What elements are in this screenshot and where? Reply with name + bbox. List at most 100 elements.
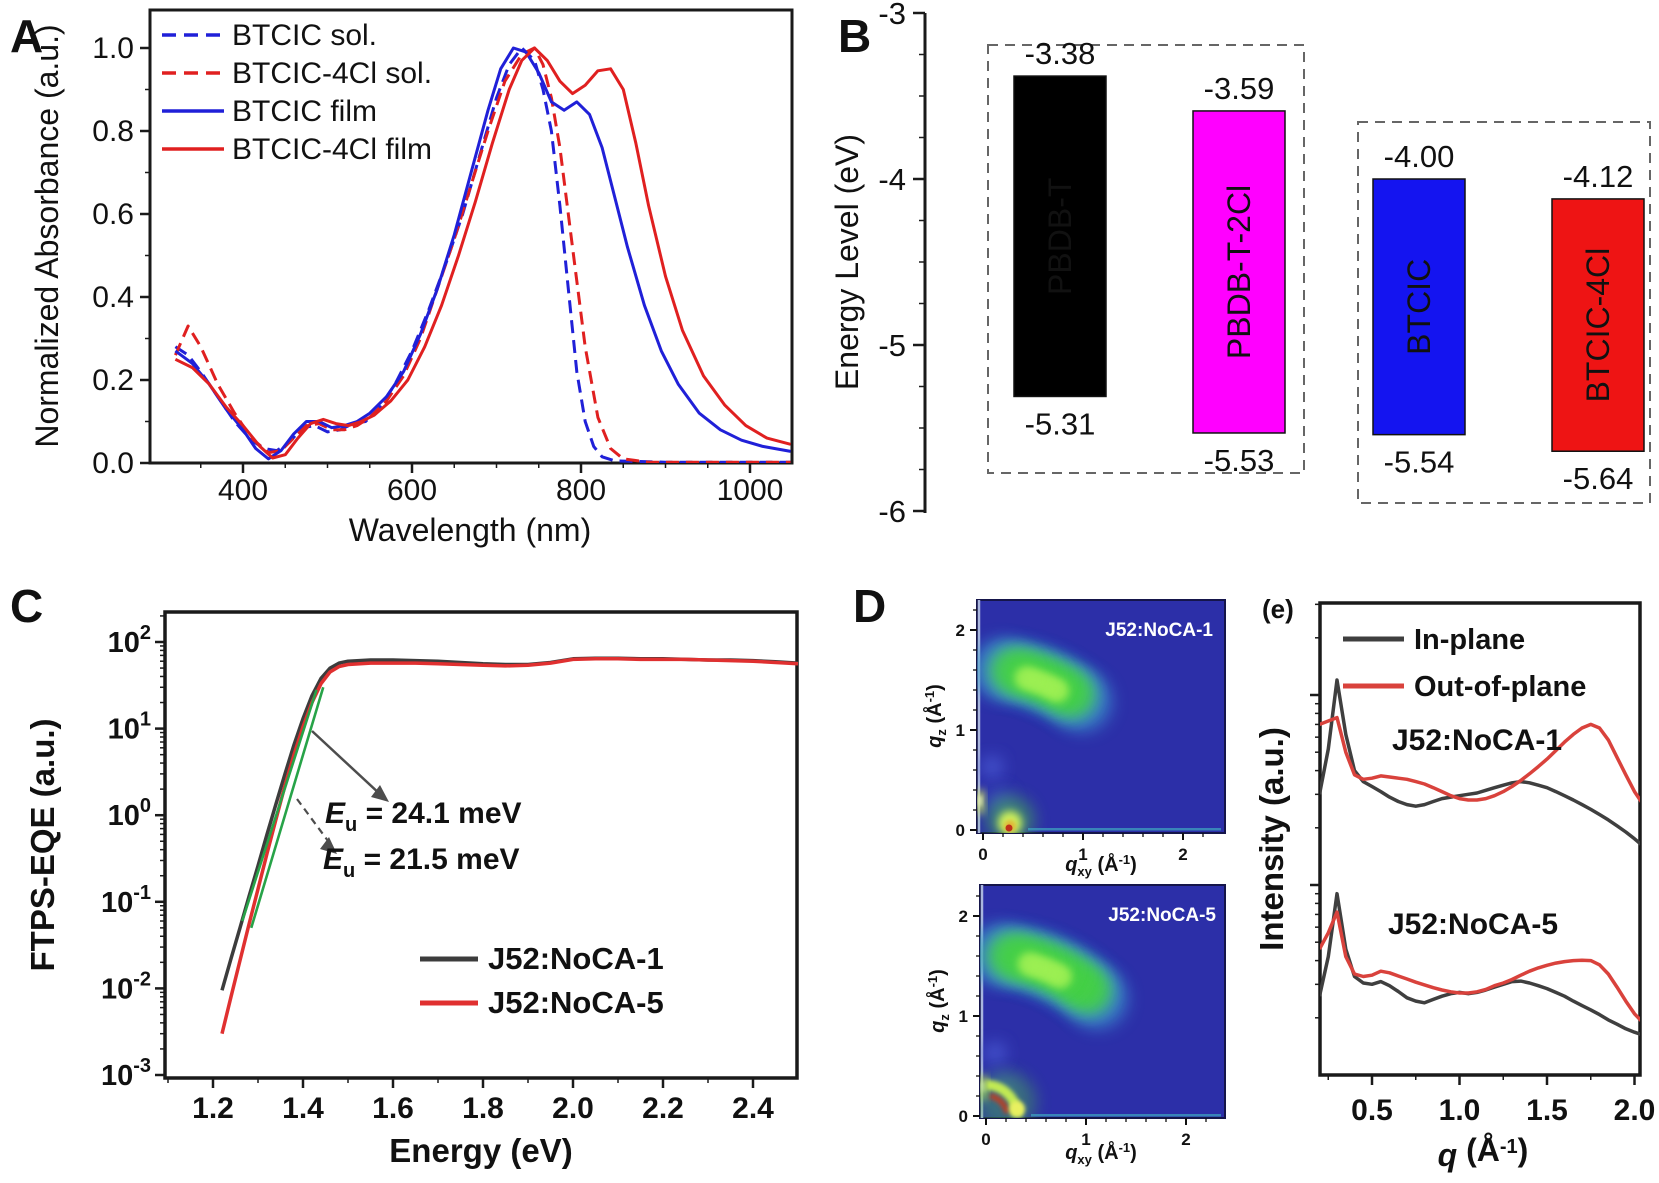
y-tick-label: 2 bbox=[956, 621, 965, 640]
energy-bar-name: BTCIC-4Cl bbox=[1580, 248, 1616, 403]
x-tick-label: 600 bbox=[387, 474, 437, 507]
lumo-value-label: -4.00 bbox=[1384, 139, 1455, 174]
y-tick-label: -6 bbox=[878, 494, 906, 529]
panel-a: A Normalized Absorbance (a.u.) Wavelengt… bbox=[10, 8, 794, 548]
y-tick-label: 0 bbox=[959, 1107, 968, 1126]
annotation-arrow-solid bbox=[311, 730, 383, 797]
legend-label: Out-of-plane bbox=[1414, 671, 1586, 703]
homo-value-label: -5.54 bbox=[1384, 445, 1455, 480]
y-tick-label: 10-3 bbox=[101, 1055, 151, 1092]
energy-bar-name: BTCIC bbox=[1401, 259, 1437, 355]
legend-label: In-plane bbox=[1414, 624, 1525, 656]
x-tick-label: 2.0 bbox=[552, 1092, 594, 1125]
x-tick-label: 0.5 bbox=[1351, 1094, 1393, 1127]
heatmap-features bbox=[980, 885, 1221, 1118]
y-tick-label: -3 bbox=[878, 0, 906, 31]
giwaxs-map-noca5-y-axis-title: qz (Å-1) bbox=[925, 969, 952, 1033]
legend-label: J52:NoCA-5 bbox=[488, 985, 664, 1020]
panel-e-group-title-noca1: J52:NoCA-1 bbox=[1392, 724, 1562, 757]
material-group-box-1 bbox=[1357, 121, 1651, 504]
y-tick-label: 0.2 bbox=[92, 364, 134, 397]
y-tick-label: 1.0 bbox=[92, 32, 134, 65]
y-tick-label: 2 bbox=[959, 907, 968, 926]
x-tick-label: 2.2 bbox=[642, 1092, 684, 1125]
absorbance-curve-2 bbox=[174, 46, 791, 461]
annotation-value: = 24.1 meV bbox=[357, 797, 521, 830]
energy-bar-name: PBDB-T bbox=[1042, 178, 1078, 295]
diffuse-spot bbox=[984, 1042, 1006, 1064]
energy-bar-3 bbox=[1551, 198, 1645, 452]
panel-c-x-axis-title: Energy (eV) bbox=[389, 1132, 572, 1169]
axis-box bbox=[148, 8, 794, 465]
y-tick-label: 0 bbox=[956, 821, 965, 840]
y-tick-label: 101 bbox=[108, 709, 151, 746]
y-tick-label: 1 bbox=[956, 721, 965, 740]
horizon-line bbox=[1031, 1114, 1221, 1117]
giwaxs-map-noca1-x-axis-title: qxy (Å-1) bbox=[1065, 852, 1137, 879]
x-tick-label: 800 bbox=[556, 474, 606, 507]
x-tick-label: 1000 bbox=[717, 474, 784, 507]
homo-value-label: -5.31 bbox=[1025, 406, 1096, 441]
panel-e-group-title-noca5: J52:NoCA-5 bbox=[1388, 908, 1558, 941]
x-tick-label: 1.6 bbox=[372, 1092, 414, 1125]
axis-box bbox=[1318, 601, 1642, 1077]
panel-b-energy-diagram: -3 -4 -5 -6 -3.38 -5.31 PBDB-T -3.59 -5.53 PBDB-T… bbox=[878, 0, 1651, 529]
x-tick-label: 2.4 bbox=[732, 1092, 774, 1125]
material-group-box-0 bbox=[987, 44, 1305, 474]
panel-a-plot-area: 400 600 800 1000 0.0 0.2 0.4 0.6 0.8 1.0 BTCIC sol… bbox=[92, 8, 794, 507]
horizon-line bbox=[1028, 828, 1221, 831]
energy-bar-1 bbox=[1192, 110, 1286, 434]
absorbance-curve-1 bbox=[174, 46, 791, 463]
y-tick-label: 102 bbox=[108, 622, 151, 659]
fan-core bbox=[1014, 666, 1039, 691]
x-tick-label: 1.8 bbox=[462, 1092, 504, 1125]
giwaxs-map-noca1-y-axis-title: qz (Å-1) bbox=[922, 684, 949, 748]
y-tick-label: -4 bbox=[878, 162, 906, 197]
x-tick-label: 0 bbox=[981, 1130, 990, 1149]
x-tick-label: 1.0 bbox=[1439, 1094, 1481, 1127]
eqe-curve-1 bbox=[220, 657, 799, 1035]
diffuse-spot bbox=[981, 756, 1003, 778]
absorbance-curve-3 bbox=[174, 46, 791, 460]
heatmap-features bbox=[977, 600, 1221, 833]
giwaxs-map-noca1: 0 1 2 0 1 2 bbox=[956, 599, 1226, 864]
x-tick-label: 1.5 bbox=[1526, 1094, 1568, 1127]
panel-d: D 0 1 2 0 1 2 J52:NoCA-1 qxy (Å-1) qz (Å-1) 0… bbox=[853, 580, 1226, 1167]
panel-d-label: D bbox=[853, 580, 886, 632]
y-tick-label: 10-1 bbox=[101, 882, 151, 919]
lumo-value-label: -3.38 bbox=[1025, 36, 1096, 71]
fan-core bbox=[1017, 952, 1042, 977]
y-tick-label: 0.0 bbox=[92, 447, 134, 480]
panel-b: B Energy Level (eV) -3 -4 -5 -6 -3.38 -5.31 PB… bbox=[829, 0, 1651, 529]
annotation-arrow-dashed bbox=[296, 798, 332, 846]
panel-a-x-axis-title: Wavelength (nm) bbox=[349, 512, 591, 548]
giwaxs-map-noca1-title: J52:NoCA-1 bbox=[1105, 620, 1213, 641]
x-tick-label: 1 bbox=[1081, 1130, 1090, 1149]
panel-a-y-axis-title: Normalized Absorbance (a.u.) bbox=[29, 24, 65, 447]
x-tick-label: 1.2 bbox=[192, 1092, 234, 1125]
homo-value-label: -5.64 bbox=[1563, 461, 1634, 496]
urbach-fit-line-1 bbox=[250, 686, 325, 929]
lamellar-spot-hot bbox=[1009, 1101, 1025, 1117]
energy-bar-0 bbox=[1013, 75, 1107, 398]
panel-b-label: B bbox=[838, 10, 871, 62]
annotation-value: = 21.5 meV bbox=[355, 843, 519, 876]
lamellar-ring-inner bbox=[989, 1093, 1010, 1114]
x-tick-label: 1 bbox=[1078, 845, 1087, 864]
y-tick-label: 10-2 bbox=[101, 968, 151, 1005]
panel-b-y-axis-title: Energy Level (eV) bbox=[829, 134, 865, 390]
annotation-symbol: E bbox=[325, 797, 346, 830]
x-tick-label: 2 bbox=[1178, 845, 1187, 864]
y-tick-label: 0.6 bbox=[92, 198, 134, 231]
giwaxs-map-noca5-title: J52:NoCA-5 bbox=[1108, 905, 1216, 926]
y-tick-label: 1 bbox=[959, 1007, 968, 1026]
y-tick-label: -5 bbox=[878, 328, 906, 363]
panel-e: (e) Intensity (a.u.) q (Å-1) 0.5 1.0 1.5 2.… bbox=[1253, 594, 1655, 1173]
panel-e-x-axis-title: q (Å-1) bbox=[1438, 1132, 1529, 1173]
linecut-1-1 bbox=[1320, 910, 1640, 1023]
urbach-energy-annotation-noca5: Eu = 21.5 meV bbox=[323, 843, 520, 882]
urbach-energy-annotation-noca1: Eu = 24.1 meV bbox=[325, 797, 522, 836]
annotation-arrowhead bbox=[320, 837, 337, 854]
